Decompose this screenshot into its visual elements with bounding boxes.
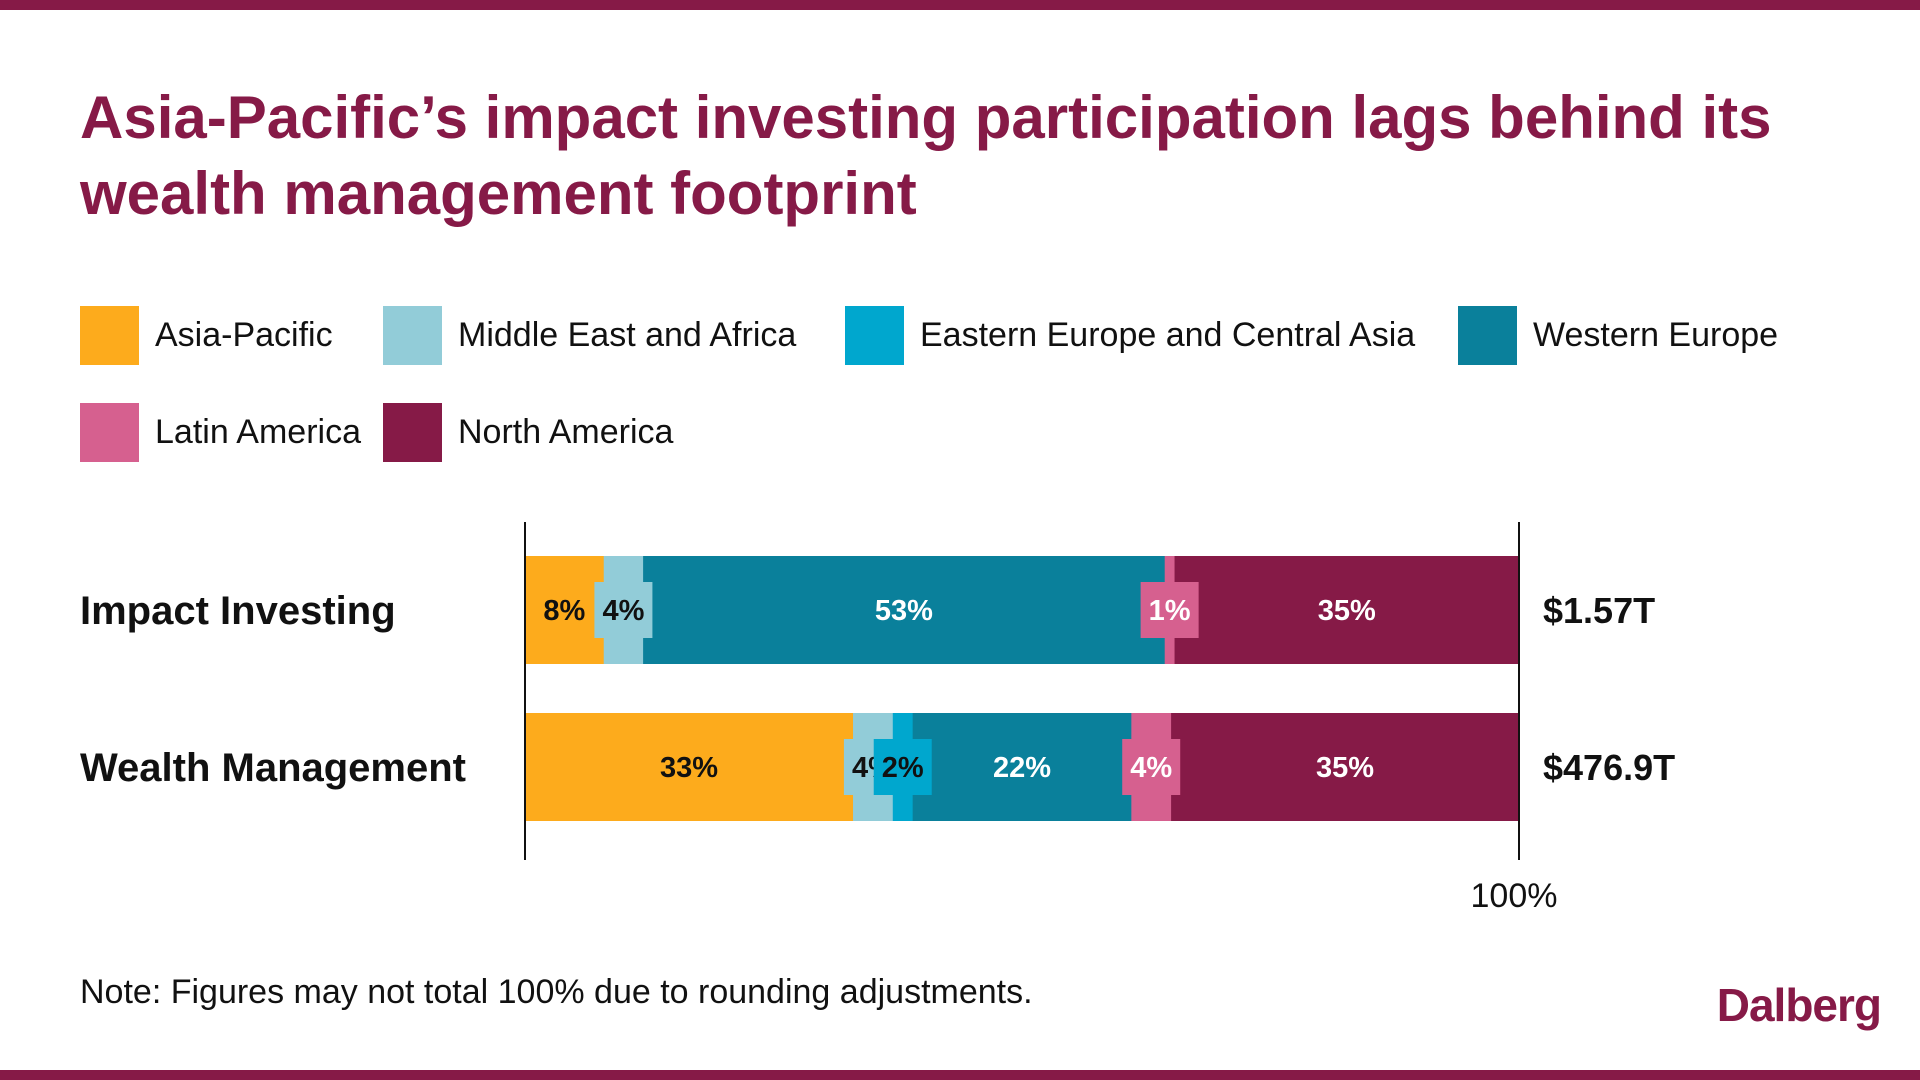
- legend-item-latin-america: Latin America: [80, 402, 361, 462]
- legend-label-western-europe: Western Europe: [1533, 315, 1779, 354]
- data-label-wealth-management-north-america: 35%: [1316, 752, 1374, 784]
- legend-item-western-europe: Western Europe: [1458, 305, 1778, 365]
- bar-segment-wealth-management-western-europe: [912, 713, 1132, 821]
- legend-label-eastern-europe-central-asia: Eastern Europe and Central Asia: [920, 315, 1416, 354]
- data-label-wealth-management-latin-america: 4%: [1130, 752, 1172, 784]
- legend-swatch-middle-east-africa: [383, 305, 442, 365]
- data-label-wealth-management-asia-pacific: 33%: [660, 752, 718, 784]
- bar-segment-impact-investing-asia-pacific: [525, 556, 605, 664]
- legend-swatch-latin-america: [80, 402, 139, 462]
- bar-segment-impact-investing-north-america: [1174, 556, 1520, 664]
- legend-swatch-eastern-europe-central-asia: [845, 305, 904, 365]
- data-label-background-wealth-management-eastern-europe-and-central-asia: [873, 739, 932, 795]
- top-accent-bar: [0, 0, 1920, 10]
- category-label-impact-investing: Impact Investing: [80, 589, 396, 633]
- data-label-background-wealth-management-latin-america: [1122, 739, 1181, 795]
- bar-segment-impact-investing-western-europe: [643, 556, 1166, 664]
- data-label-background-impact-investing-middle-east-and-africa: [594, 582, 653, 638]
- data-label-impact-investing-asia-pacific: 8%: [543, 595, 585, 627]
- legend-label-asia-pacific: Asia-Pacific: [155, 315, 333, 354]
- data-label-background-impact-investing-latin-america: [1140, 582, 1199, 638]
- data-label-impact-investing-middle-east-and-africa: 4%: [602, 595, 644, 627]
- data-label-impact-investing-north-america: 35%: [1318, 595, 1376, 627]
- bar-segment-wealth-management-asia-pacific: [525, 713, 854, 821]
- data-label-wealth-management-eastern-europe-and-central-asia: 2%: [882, 752, 924, 784]
- bottom-accent-bar: [0, 1070, 1920, 1080]
- data-label-impact-investing-western-europe: 53%: [875, 595, 933, 627]
- data-label-impact-investing-latin-america: 1%: [1149, 595, 1191, 627]
- total-label-wealth-management: $476.9T: [1543, 747, 1675, 788]
- legend-item-north-america: North America: [383, 402, 673, 462]
- footnote: Note: Figures may not total 100% due to …: [80, 973, 1033, 1011]
- chart-title: Asia-Pacific’s impact investing particip…: [80, 84, 1772, 227]
- dalberg-logo: Dalberg: [1716, 979, 1882, 1031]
- legend-item-eastern-europe-central-asia: Eastern Europe and Central Asia: [845, 305, 1415, 365]
- legend-item-asia-pacific: Asia-Pacific: [80, 305, 333, 365]
- legend-label-middle-east-africa: Middle East and Africa: [458, 315, 797, 354]
- legend-swatch-western-europe: [1458, 305, 1517, 365]
- x-tick-label-100: 100%: [1471, 877, 1558, 915]
- legend-item-middle-east-africa: Middle East and Africa: [383, 305, 796, 365]
- legend-label-north-america: North America: [458, 412, 674, 451]
- legend-swatch-asia-pacific: [80, 305, 139, 365]
- total-label-impact-investing: $1.57T: [1543, 590, 1655, 631]
- legend-swatch-north-america: [383, 402, 442, 462]
- bar-segment-wealth-management-north-america: [1171, 713, 1520, 821]
- legend-label-latin-america: Latin America: [155, 412, 361, 451]
- data-label-wealth-management-western-europe: 22%: [993, 752, 1051, 784]
- category-label-wealth-management: Wealth Management: [80, 746, 466, 790]
